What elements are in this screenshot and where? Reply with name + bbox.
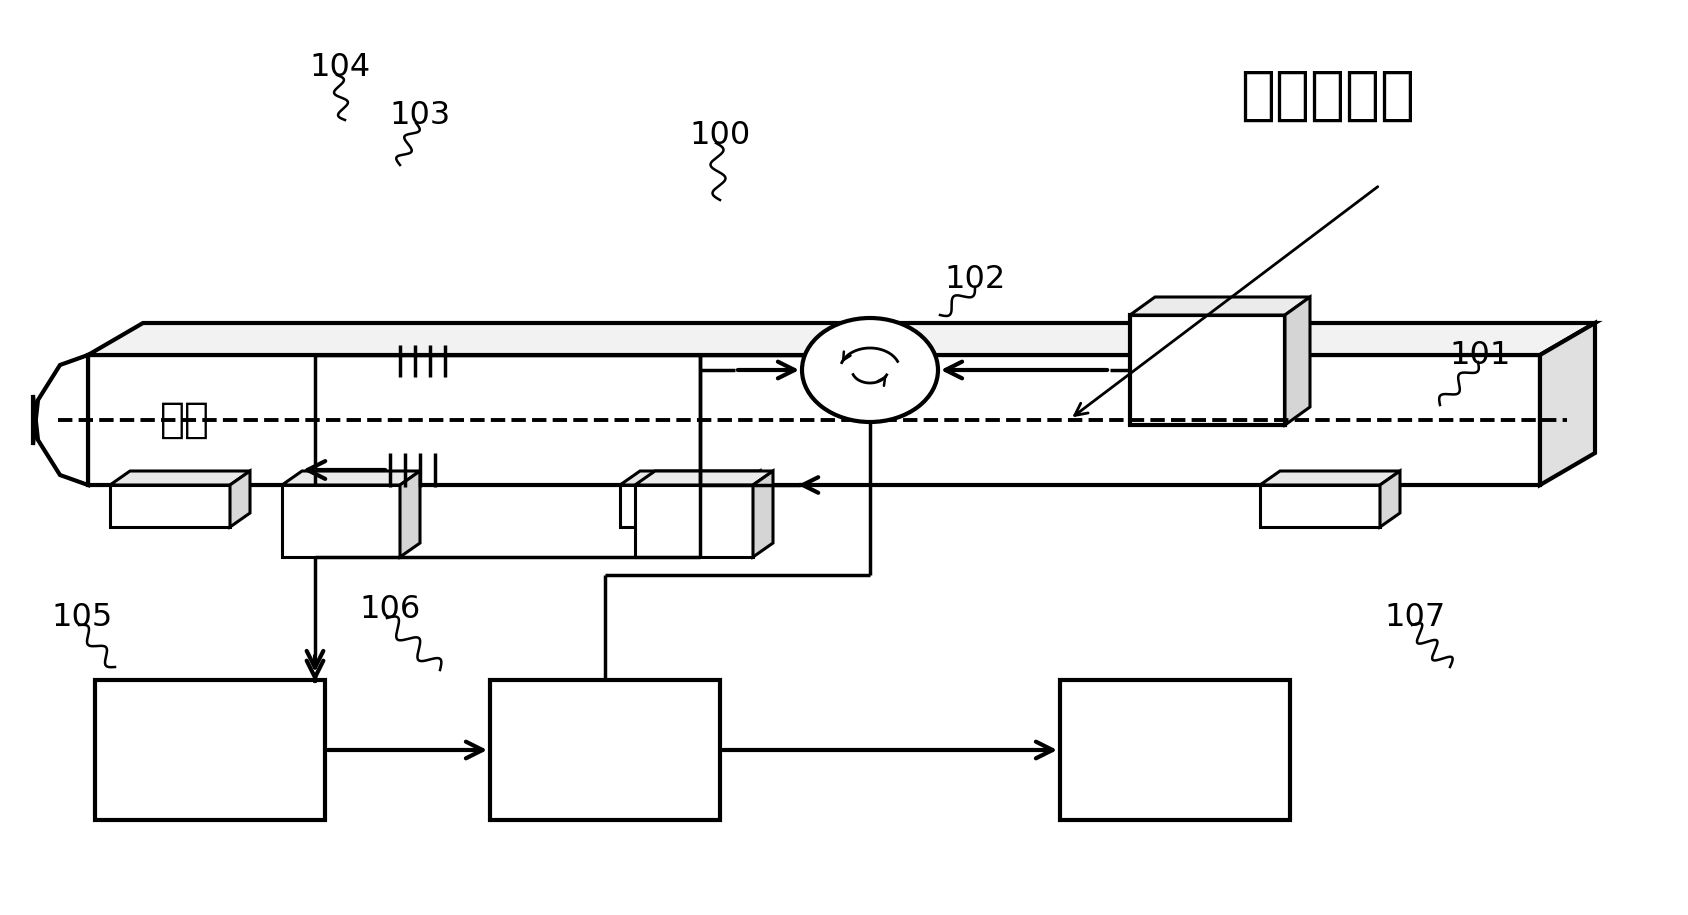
Text: 102: 102: [944, 264, 1006, 296]
Polygon shape: [619, 471, 760, 485]
Bar: [1060, 680, 1290, 820]
Text: 105: 105: [51, 601, 113, 632]
Polygon shape: [34, 355, 88, 485]
Ellipse shape: [802, 318, 939, 422]
Text: 100: 100: [689, 120, 751, 150]
Bar: [95, 680, 326, 820]
Polygon shape: [753, 471, 773, 557]
Text: 101: 101: [1450, 339, 1511, 371]
Polygon shape: [1259, 471, 1399, 485]
Text: 103: 103: [390, 100, 451, 131]
Bar: [1129, 315, 1285, 425]
Polygon shape: [88, 323, 1595, 355]
Polygon shape: [635, 485, 753, 557]
Text: 钓轨: 钓轨: [160, 399, 209, 441]
Polygon shape: [1381, 471, 1399, 527]
Polygon shape: [110, 485, 230, 527]
Polygon shape: [619, 485, 739, 527]
Polygon shape: [88, 355, 1539, 485]
Text: 104: 104: [309, 51, 371, 82]
Polygon shape: [1129, 297, 1310, 315]
Polygon shape: [230, 471, 250, 527]
Polygon shape: [400, 471, 420, 557]
Polygon shape: [1259, 485, 1381, 527]
Text: 107: 107: [1384, 601, 1445, 632]
Text: 钓轨中性层: 钓轨中性层: [1241, 67, 1415, 124]
Polygon shape: [282, 485, 400, 557]
Polygon shape: [739, 471, 760, 527]
Polygon shape: [110, 471, 250, 485]
Polygon shape: [635, 471, 773, 485]
Polygon shape: [1539, 323, 1595, 485]
Bar: [490, 680, 721, 820]
Text: 106: 106: [360, 595, 420, 626]
Polygon shape: [282, 471, 420, 485]
Polygon shape: [1285, 297, 1310, 425]
